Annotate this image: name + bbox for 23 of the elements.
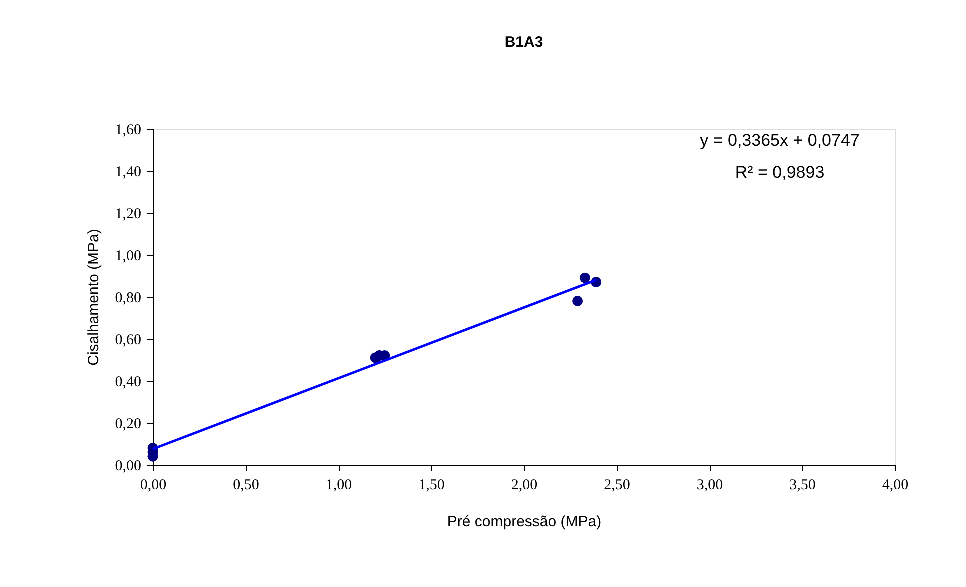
- x-tick-label: 3,00: [696, 478, 724, 494]
- y-tick-label: 1,00: [115, 248, 142, 264]
- y-tick-label: 0,20: [115, 416, 142, 432]
- y-tick-label: 0,00: [115, 458, 142, 474]
- x-tick-label: 0,00: [140, 478, 167, 494]
- x-tick-label: 3,50: [790, 478, 816, 494]
- x-tick-label: 2,00: [511, 478, 538, 494]
- y-tick-label: 1,20: [115, 206, 142, 222]
- y-tick-label: 1,60: [115, 122, 142, 138]
- y-tick-label: 0,80: [115, 290, 142, 306]
- x-tick-label: 4,00: [882, 478, 909, 494]
- x-tick-label: 1,50: [418, 478, 445, 494]
- chart-title: B1A3: [504, 34, 544, 51]
- y-axis-title: Cisalhamento (MPa): [85, 229, 102, 366]
- annotation: R² = 0,9893: [735, 163, 825, 182]
- annotation: y = 0,3365x + 0,0747: [700, 131, 860, 150]
- x-axis-title: Pré compressão (MPa): [447, 514, 602, 530]
- x-tick-label: 0,50: [233, 478, 260, 494]
- y-tick-label: 0,60: [115, 332, 142, 348]
- x-tick-label: 1,00: [326, 478, 352, 494]
- y-tick-label: 0,40: [115, 374, 142, 390]
- y-tick-label: 1,40: [115, 164, 142, 180]
- x-tick-label: 2,50: [604, 478, 630, 494]
